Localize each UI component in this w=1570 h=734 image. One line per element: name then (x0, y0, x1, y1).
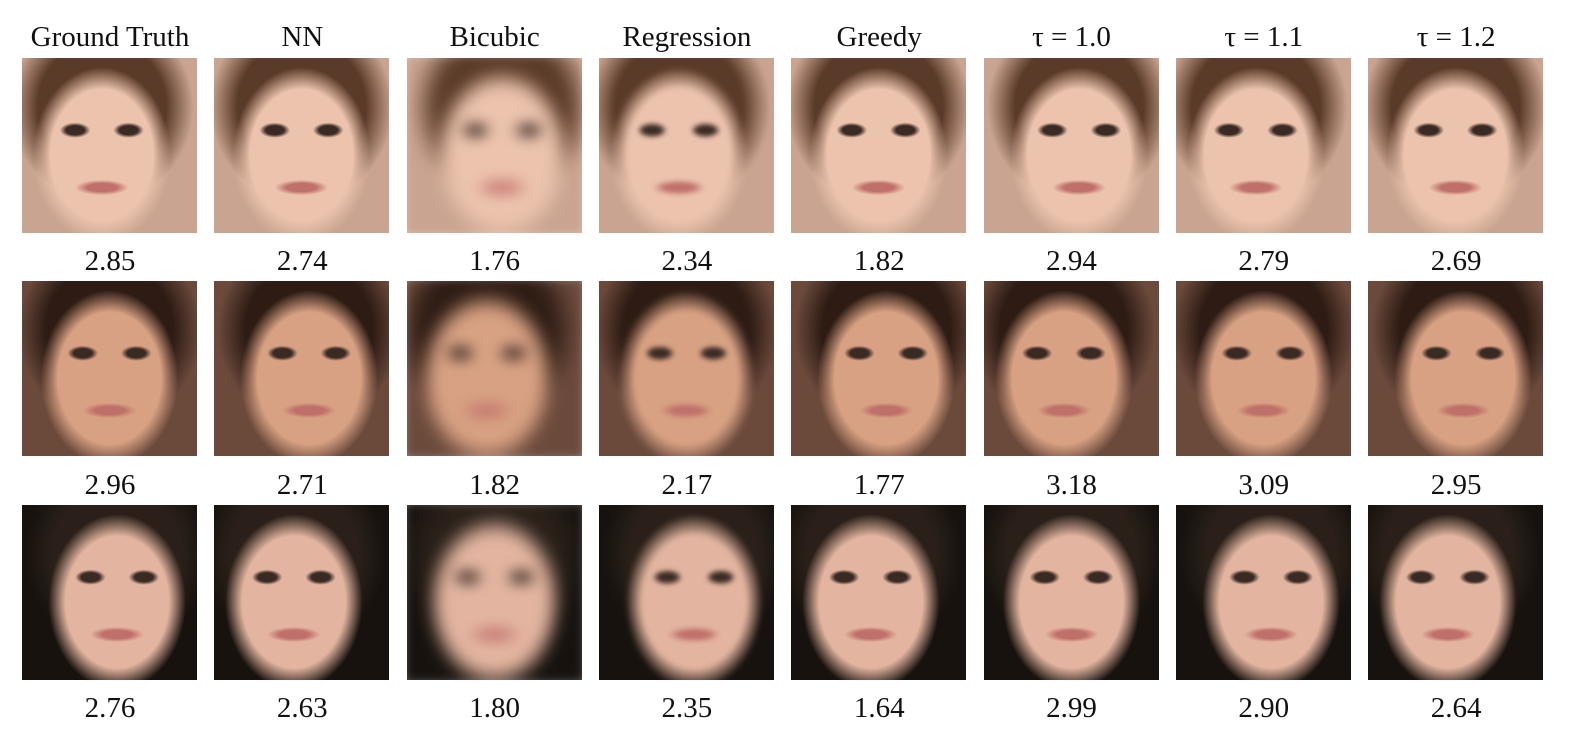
face-image (791, 505, 967, 680)
score-label: 1.76 (469, 245, 520, 277)
face-image (214, 281, 390, 456)
face-image (406, 58, 582, 233)
score-label: 2.17 (661, 469, 713, 501)
score-label: 2.94 (1046, 245, 1097, 277)
face-texture (598, 281, 774, 456)
face-image (1175, 505, 1351, 680)
face-texture (1368, 281, 1544, 456)
face-texture (406, 281, 582, 456)
face-texture (1368, 58, 1544, 233)
face-texture (1175, 505, 1351, 680)
column-header: NN (281, 21, 324, 53)
face-image (214, 58, 390, 233)
face-texture (598, 505, 774, 680)
face-image (598, 505, 774, 680)
score-label: 2.85 (84, 245, 136, 277)
column-header: Ground Truth (30, 21, 190, 53)
score-label: 1.80 (469, 692, 520, 724)
score-label: 1.82 (469, 469, 520, 501)
score-label: 1.64 (853, 692, 905, 724)
face-image (791, 58, 967, 233)
face-texture (406, 58, 582, 233)
score-label: 2.63 (276, 692, 328, 724)
column-header: Regression (622, 21, 752, 53)
face-image (983, 58, 1159, 233)
face-image (22, 281, 197, 456)
face-image (1368, 281, 1544, 456)
face-texture (1368, 505, 1544, 680)
score-label: 2.34 (661, 245, 713, 277)
face-image (791, 281, 967, 456)
column-header: Bicubic (449, 21, 540, 53)
face-texture (214, 505, 390, 680)
score-label: 1.82 (853, 245, 905, 277)
face-texture (983, 58, 1159, 233)
face-texture (22, 281, 197, 456)
face-image (1368, 58, 1544, 233)
column-header: Greedy (836, 21, 922, 53)
face-image (214, 505, 390, 680)
face-image (983, 505, 1159, 680)
face-image (983, 281, 1159, 456)
score-label: 2.69 (1430, 245, 1482, 277)
face-image (598, 58, 774, 233)
face-texture (214, 58, 390, 233)
face-texture (598, 58, 774, 233)
face-texture (1175, 281, 1351, 456)
score-label: 2.64 (1430, 692, 1482, 724)
score-label: 2.74 (276, 245, 328, 277)
score-label: 2.96 (84, 469, 136, 501)
face-texture (22, 505, 197, 680)
score-label: 2.99 (1046, 692, 1097, 724)
face-texture (983, 505, 1159, 680)
face-image (1175, 58, 1351, 233)
face-texture (791, 505, 967, 680)
score-label: 2.76 (84, 692, 136, 724)
column-header: τ = 1.1 (1224, 21, 1304, 53)
score-label: 2.90 (1238, 692, 1290, 724)
face-texture (406, 505, 582, 680)
face-image (406, 281, 582, 456)
face-texture (983, 281, 1159, 456)
column-header: τ = 1.0 (1032, 21, 1111, 53)
score-label: 2.35 (661, 692, 713, 724)
face-texture (1175, 58, 1351, 233)
score-label: 3.09 (1238, 469, 1290, 501)
face-image (22, 505, 197, 680)
face-texture (791, 58, 967, 233)
face-texture (791, 281, 967, 456)
score-label: 1.77 (853, 469, 905, 501)
face-image (1175, 281, 1351, 456)
score-label: 3.18 (1046, 469, 1097, 501)
face-image (406, 505, 582, 680)
score-label: 2.71 (276, 469, 328, 501)
column-header: τ = 1.2 (1416, 21, 1496, 53)
face-image (598, 281, 774, 456)
face-texture (22, 58, 197, 233)
score-label: 2.79 (1238, 245, 1290, 277)
face-image (1368, 505, 1544, 680)
score-label: 2.95 (1430, 469, 1482, 501)
face-image (22, 58, 197, 233)
face-texture (214, 281, 390, 456)
